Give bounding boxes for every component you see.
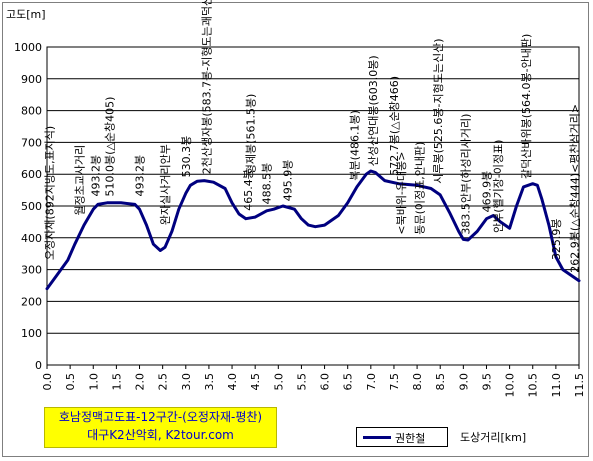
y-tick-label: 600 [21,168,42,181]
annotation-label: 262.9봉(△순창444)<평찬삼거리> [567,104,581,273]
annotation-label: 465.4봉 [242,169,255,211]
x-tick-label: 8.5 [434,373,447,391]
annotation-label: 488.5봉 [261,163,274,205]
annotation-label: 493.2봉 [134,155,147,197]
annotation-label: 동문(이정표,안내판) [413,142,426,235]
chart-title: 호남정맥고도표-12구간-(오정자재-평찬) [58,410,263,424]
x-tick-label: 11.0 [550,373,563,398]
x-tick-label: 5.0 [272,373,285,391]
x-tick-label: 9.5 [480,373,493,391]
annotation-label: 495.9봉 [282,160,295,202]
annotation-label: 572.7봉(△순창466) [388,76,401,176]
x-tick-label: 2.5 [157,373,170,391]
y-tick-label: 300 [21,264,42,277]
x-tick-label: 0.0 [41,373,54,391]
x-tick-label: 0.5 [64,373,77,391]
x-tick-label: 7.0 [365,373,378,391]
x-tick-label: 2.0 [134,373,147,391]
annotation-label: 산성산연대봉(603.0봉) [367,55,380,166]
x-tick-label: 4.0 [226,373,239,391]
y-tick-labels: 0 100 200 300 400 500 600 700 800 900 1000 [14,41,42,372]
annotation-label: 383.5안부(하성리사거리) [459,114,473,235]
annotation-label: 갈덕산바위봉(564.0봉-안내판) [519,34,533,179]
y-tick-label: 1000 [14,41,42,54]
annotation-label: 325.9봉 [550,218,563,260]
x-tick-labels: 0.0 0.5 1.0 1.5 2.0 2.5 3.0 3.5 4.0 4.5 5.0 5.5 6.0 6… [41,373,586,398]
y-tick-label: 400 [21,232,42,245]
legend: 권한철 [356,427,448,447]
x-tick-label: 3.0 [180,373,193,391]
x-tick-label: 1.0 [87,373,100,391]
x-tick-label: 5.5 [295,373,308,391]
y-tick-label: 200 [21,295,42,308]
annotation-label: 530.3봉 [180,136,193,178]
legend-entry: 권한철 [395,432,426,445]
chart-subtitle: 대구K2산악회, K2tour.com [87,428,234,442]
annotations: 오정자재(892지방도,표지석) 월정초교사거리 493.2봉 510.0봉(△순창4… [43,0,581,273]
annotation-label: 시루봉(525.6봉-지형도는신산) [432,38,445,183]
y-tick-label: 900 [21,73,42,86]
annotation-label: 510.0봉(△순창405) [103,97,116,197]
annotation-label: 복분(486.1봉) [349,110,362,180]
x-tick-label: 3.5 [203,373,216,391]
annotation-label: 완자실사거리안부 [159,144,172,225]
annotation-label: 469.9봉 [480,171,493,213]
annotation-label: 493.2봉 [90,155,103,197]
series-line-elevation [45,169,581,291]
x-axis-label: 도상거리[km] [460,431,527,444]
y-tick-label: 500 [21,200,42,213]
x-tick-label: 8.0 [411,373,424,391]
y-axis-label: 고도[m] [6,8,46,21]
x-tick-label: 9.0 [457,373,470,391]
chart-frame [2,2,589,457]
x-tick-label: 6.0 [319,373,332,391]
x-tick-label: 11.5 [573,373,586,398]
x-tick-label: 4.5 [249,373,262,391]
x-tick-label: 10.5 [527,373,540,398]
x-tick-label: 10.0 [504,373,517,398]
y-tick-label: 800 [21,105,42,118]
x-tick-label: 1.5 [110,373,123,391]
y-tick-label: 0 [35,359,42,372]
annotation-label: 오정자재(892지방도,표지석) [43,126,56,260]
annotation-label: 안부(헬기장-이정표) [492,140,505,234]
annotation-label: 형제봉(561.5봉) [245,94,258,175]
chart-title-box: 호남정맥고도표-12구간-(오정자재-평찬) 대구K2산악회, K2tour.c… [44,407,277,448]
annotation-label: <북바위-유대봉> [395,151,408,234]
y-tick-label: 700 [21,136,42,149]
annotation-label: 월정초교사거리 [73,145,86,216]
x-tick-label: 7.5 [388,373,401,391]
y-tick-label: 100 [21,327,42,340]
legend-swatch [363,436,391,439]
annotation-label: 2천산생자봉(583.7봉-지형도는괘덕산) [200,0,214,174]
grid [46,46,580,369]
x-tick-label: 6.5 [342,373,355,391]
